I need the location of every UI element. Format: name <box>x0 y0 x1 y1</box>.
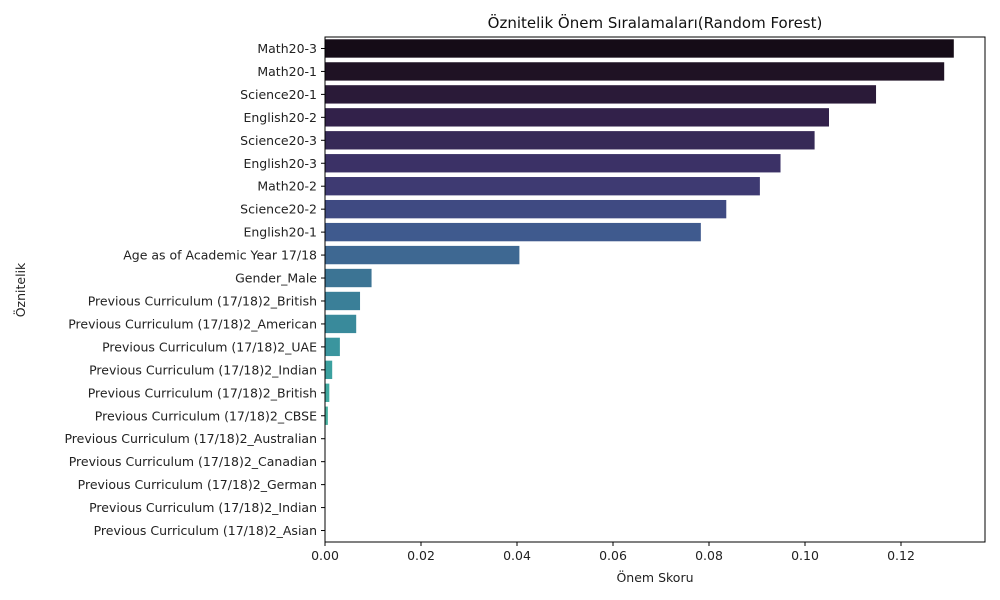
y-tick-label: English20-3 <box>243 156 317 171</box>
y-tick-label: Science20-3 <box>240 133 317 148</box>
y-tick-label: Previous Curriculum (17/18)2_British <box>88 385 317 400</box>
x-tick-label: 0.00 <box>311 548 339 563</box>
bar-11 <box>325 291 361 311</box>
y-tick-label: Previous Curriculum (17/18)2_Australian <box>64 431 317 446</box>
y-axis-label: Öznitelik <box>12 262 28 317</box>
bar-16 <box>325 406 328 425</box>
bar-1 <box>325 62 945 81</box>
y-tick-label: Age as of Academic Year 17/18 <box>123 248 317 263</box>
x-ticks: 0.00 0.02 0.04 0.06 0.08 0.10 0.12 <box>311 542 915 563</box>
bar-13 <box>325 337 340 357</box>
bar-12 <box>325 314 357 334</box>
y-tick-label: Previous Curriculum (17/18)2_CBSE <box>95 408 317 423</box>
plot-frame <box>324 36 986 543</box>
x-tick-label: 0.08 <box>695 548 723 563</box>
bar-14 <box>325 360 333 380</box>
bar-15 <box>325 383 330 402</box>
y-tick-label: English20-2 <box>243 110 317 125</box>
bar-10 <box>325 268 372 288</box>
x-tick-label: 0.02 <box>407 548 435 563</box>
x-tick-label: 0.06 <box>599 548 627 563</box>
y-tick-label: Previous Curriculum (17/18)2_German <box>78 477 317 492</box>
y-tick-label: Previous Curriculum (17/18)2_UAE <box>102 339 317 354</box>
y-tick-label: Previous Curriculum (17/18)2_Asian <box>94 523 317 538</box>
bar-3 <box>325 108 829 127</box>
y-tick-label: Math20-3 <box>257 41 317 56</box>
y-tick-label: Science20-1 <box>240 87 317 102</box>
x-tick-label: 0.12 <box>887 548 915 563</box>
y-tick-label: Gender_Male <box>235 271 317 286</box>
y-tick-labels: Math20-3 Math20-1 Science20-1 English20-2 Sc… <box>64 41 325 538</box>
y-tick-label: Previous Curriculum (17/18)2_American <box>68 316 317 331</box>
bar-4 <box>325 131 815 150</box>
y-tick-label: Math20-1 <box>257 64 317 79</box>
bar-5 <box>325 154 781 173</box>
bars-group <box>325 39 954 494</box>
bar-9 <box>325 245 520 265</box>
y-tick-label: Math20-2 <box>257 179 317 194</box>
bar-8 <box>325 222 701 242</box>
bar-0 <box>325 39 954 58</box>
y-tick-label: Previous Curriculum (17/18)2_British <box>88 293 317 308</box>
bar-7 <box>325 199 727 219</box>
x-tick-label: 0.04 <box>503 548 531 563</box>
x-axis-label: Önem Skoru <box>616 569 693 585</box>
bar-6 <box>325 177 760 196</box>
y-tick-label: Previous Curriculum (17/18)2_Indian <box>89 362 317 377</box>
bar-2 <box>325 85 877 104</box>
y-tick-label: Science20-2 <box>240 202 317 217</box>
y-tick-label: Previous Curriculum (17/18)2_Canadian <box>69 454 317 469</box>
y-tick-label: Previous Curriculum (17/18)2_Indian <box>89 500 317 515</box>
chart-title: Öznitelik Önem Sıralamaları(Random Fores… <box>488 13 823 32</box>
y-tick-label: English20-1 <box>243 225 317 240</box>
x-tick-label: 0.10 <box>791 548 819 563</box>
